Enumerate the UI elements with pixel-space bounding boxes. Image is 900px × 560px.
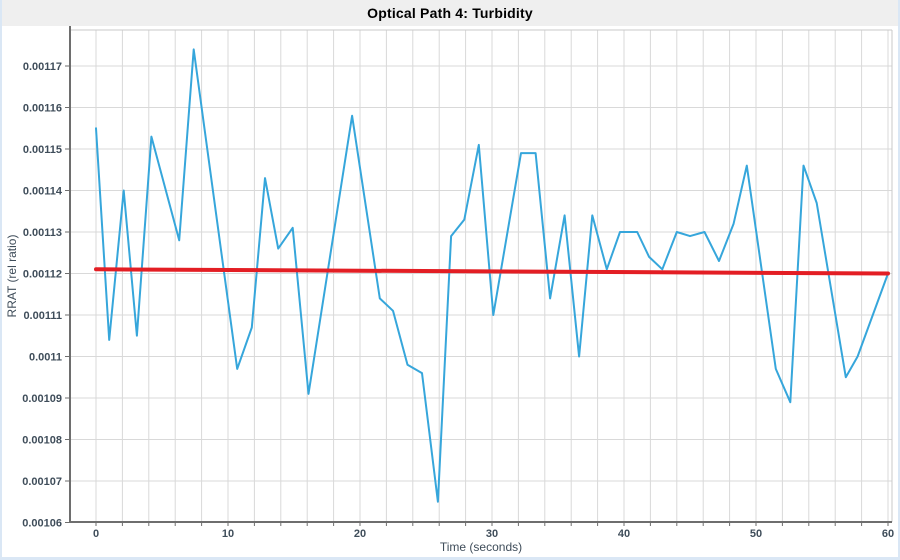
y-tick-label: 0.00107 (22, 476, 62, 488)
x-tick-label: 50 (750, 528, 762, 540)
tick-layer: 0 10 20 30 40 50 60 0.00117 0.00116 0.00115 0.0011… (22, 61, 894, 540)
x-tick-label: 10 (222, 528, 234, 540)
y-tick-label: 0.00112 (23, 269, 62, 281)
y-tick-label: 0.00108 (22, 435, 62, 447)
y-tick-label: 0.00113 (23, 227, 62, 239)
x-tick-label: 60 (882, 528, 894, 540)
x-tick-label: 30 (486, 528, 498, 540)
y-tick-label: 0.00111 (23, 310, 62, 322)
series-layer (94, 48, 890, 503)
x-tick-label: 0 (93, 528, 99, 540)
y-axis-title: RRAT (rel ratio) (5, 235, 19, 318)
trend-line (94, 267, 890, 276)
y-tick-label: 0.00109 (22, 393, 62, 405)
y-tick-label: 0.00117 (23, 61, 62, 73)
y-tick-label: 0.00106 (22, 518, 62, 530)
turbidity-series-line (95, 48, 889, 503)
x-tick-label: 20 (354, 528, 366, 540)
grid-layer (70, 30, 892, 523)
chart-title: Optical Path 4: Turbidity (367, 5, 533, 21)
chart-title-band: Optical Path 4: Turbidity (2, 0, 898, 26)
y-tick-label: 0.00116 (23, 103, 62, 115)
y-tick-label: 0.0011 (29, 352, 62, 364)
x-axis-title: Time (seconds) (440, 540, 522, 554)
y-tick-label: 0.00115 (23, 144, 62, 156)
x-tick-label: 40 (618, 528, 630, 540)
y-tick-label: 0.00114 (23, 186, 63, 198)
